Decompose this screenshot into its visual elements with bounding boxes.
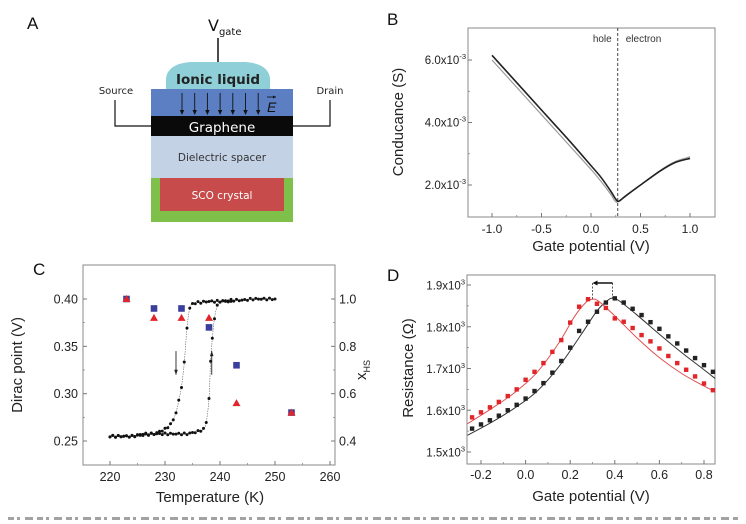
graphene-layer	[151, 116, 293, 136]
field-arrows	[179, 93, 261, 115]
panel-a-letter: A	[27, 14, 39, 33]
field-arrow-head	[230, 110, 235, 115]
field-arrow-head	[179, 110, 185, 115]
field-arrow-head	[205, 110, 210, 115]
sco-crystal	[160, 178, 284, 211]
panel-c: C	[0, 255, 380, 511]
panel-c-letter: C	[33, 260, 46, 279]
ionic-liquid-label: Ionic liquid	[176, 72, 260, 88]
graphene-label: Graphene	[189, 120, 256, 136]
sco-crystal-label: SCO crystal	[192, 190, 253, 202]
field-arrow-head	[192, 110, 197, 115]
source-wire	[114, 100, 151, 127]
field-arrow-head	[217, 110, 223, 115]
dielectric-label: Dielectric spacer	[178, 152, 267, 164]
field-arrow-head	[256, 110, 261, 115]
field-vector-arrowhead	[273, 95, 276, 99]
panel-a: A Vgate Ionic liquid Source Drain E Grap…	[0, 0, 380, 255]
panel-d: D	[380, 255, 746, 511]
dielectric-layer	[151, 136, 293, 178]
vgate-label: Vgate	[208, 16, 242, 38]
panel-d-letter: D	[387, 266, 400, 285]
field-vector-label: E	[267, 99, 277, 115]
drain-wire	[293, 100, 331, 127]
device-schematic: Vgate Ionic liquid Source Drain E Graphe…	[99, 16, 344, 222]
panel-b: B	[380, 0, 746, 255]
caption-text-fragment	[8, 517, 738, 520]
field-layer	[151, 89, 293, 116]
drain-label: Drain	[316, 86, 343, 97]
field-arrow-head	[243, 110, 248, 115]
caption-strip	[0, 511, 746, 524]
source-label: Source	[99, 86, 133, 97]
panel-b-letter: B	[387, 10, 399, 29]
ionic-liquid-drop	[166, 62, 270, 89]
